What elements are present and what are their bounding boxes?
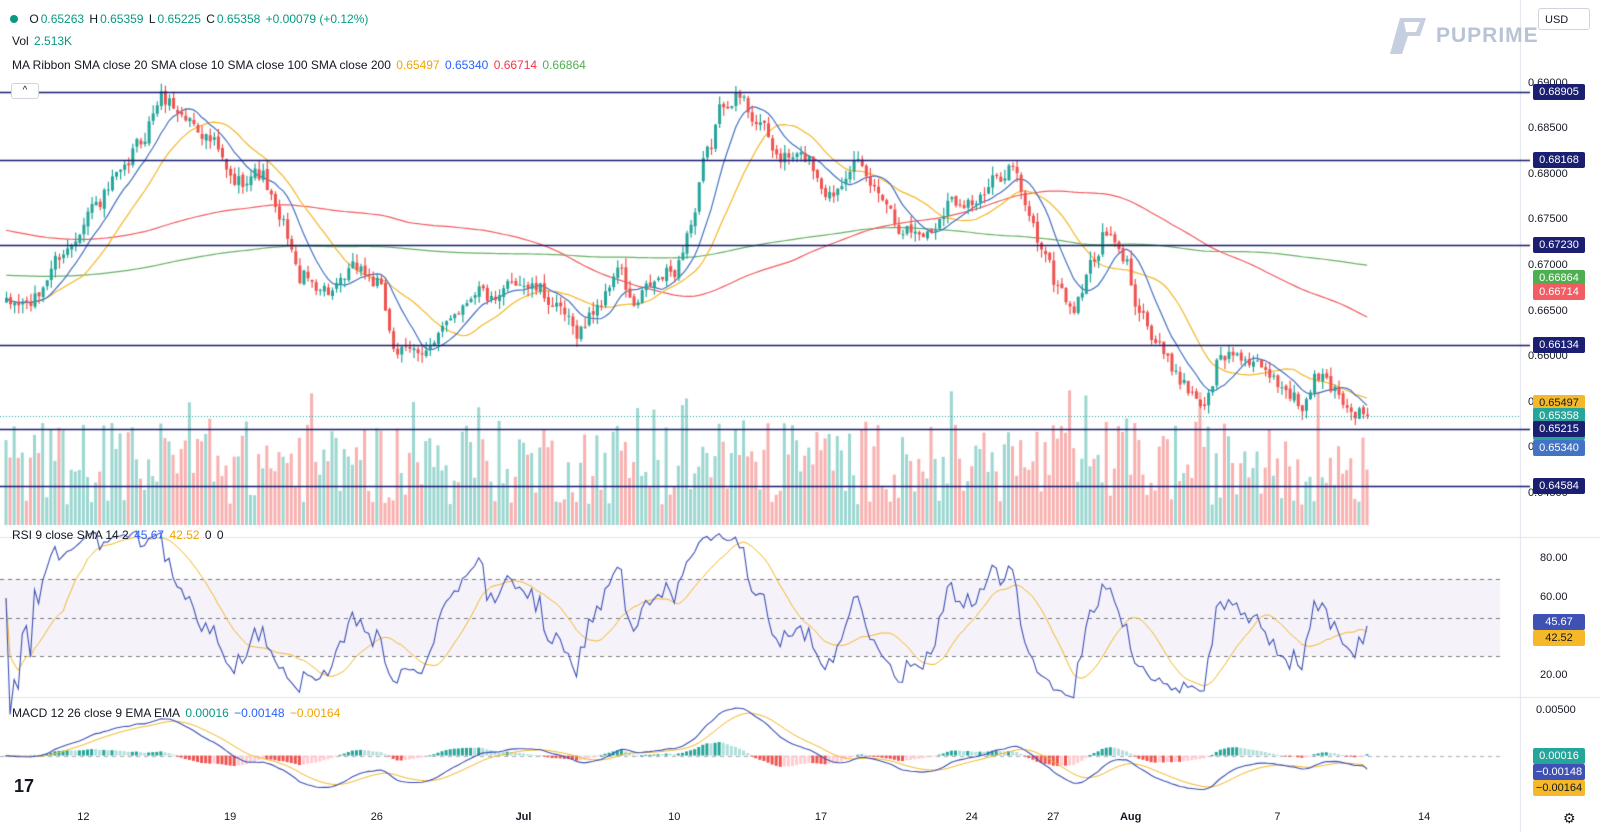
time-tick-label: Jul [515,811,532,823]
price-tick-label: 0.66000 [1528,350,1568,363]
macd-hist-price-label: 0.00016 [1533,747,1585,764]
rsi-title: RSI 9 close SMA 14 2 [12,528,129,542]
ma-ribbon-legend: MA Ribbon SMA close 20 SMA close 10 SMA … [12,58,588,72]
volume-value: 2.513K [34,34,73,48]
settings-gear-icon[interactable]: ⚙ [1563,810,1576,826]
time-tick-label: 7 [1274,811,1281,823]
low-label: L [148,12,156,26]
price-label-level: 0.68905 [1533,84,1585,101]
price-tick-label: 0.68500 [1528,122,1568,135]
price-label-sma10: 0.65340 [1533,439,1585,456]
rsi-tick-label: 60.00 [1540,591,1568,604]
price-label-last: 0.65358 [1533,407,1585,424]
collapse-legend-button[interactable]: ^ [11,83,39,99]
price-tick-label: 0.66500 [1528,304,1568,317]
rsi-tick-label: 20.00 [1540,668,1568,681]
volume-legend: Vol 2.513K [12,34,74,48]
price-label-sma200: 0.66864 [1533,270,1585,287]
time-tick-label: 19 [224,811,237,823]
price-tick-label: 0.67500 [1528,213,1568,226]
close-label: C [206,12,215,26]
macd-tick-label: 0.00500 [1536,704,1576,717]
change-value: +0.00079 (+0.12%) [265,12,369,26]
rsi-sma-value: 42.52 [169,528,200,542]
price-label-sma100: 0.66714 [1533,284,1585,301]
time-tick-label: 12 [77,811,90,823]
macd-line-value: −0.00148 [234,706,285,720]
close-value: 0.65358 [216,12,261,26]
brand-name: PUPRIME [1436,24,1539,47]
ma-ribbon-title: MA Ribbon SMA close 20 SMA close 10 SMA … [12,58,391,72]
rsi-sma-price-label: 42.52 [1533,629,1585,646]
price-label-sma20: 0.65497 [1533,395,1585,412]
time-tick-label: Aug [1119,811,1142,823]
sma100-value: 0.66714 [493,58,538,72]
sma20-value: 0.65497 [396,58,440,72]
price-label-level: 0.67230 [1533,237,1585,254]
currency-selector[interactable]: USD [1538,8,1590,30]
rsi-extra-2: 0 [216,528,224,542]
macd-legend: MACD 12 26 close 9 EMA EMA 0.00016 −0.00… [12,706,342,720]
low-value: 0.65225 [157,12,201,26]
high-value: 0.65359 [100,12,144,26]
rsi-extra-1: 0 [204,528,212,542]
rsi-value: 45.67 [134,528,165,542]
volume-label: Vol [12,34,29,48]
time-tick-label: 10 [668,811,681,823]
rsi-legend: RSI 9 close SMA 14 2 45.67 42.52 0 0 [12,528,226,542]
time-tick-label: 24 [965,811,978,823]
high-label: H [89,12,99,26]
sma10-value: 0.65340 [444,58,489,72]
macd-signal-value: −0.00164 [289,706,341,720]
open-value: 0.65263 [40,12,85,26]
price-tick-label: 0.67000 [1528,259,1568,272]
price-label-level: 0.68168 [1533,151,1585,168]
macd-signal-price-label: −0.00164 [1533,779,1585,796]
macd-line-price-label: −0.00148 [1533,763,1585,780]
price-label-level: 0.65215 [1533,420,1585,437]
price-tick-label: 0.68000 [1528,167,1568,180]
puprime-logo-icon [1390,18,1426,54]
price-label-level: 0.66134 [1533,336,1585,353]
rsi-tick-label: 80.00 [1540,552,1568,565]
time-tick-label: 14 [1417,811,1431,823]
open-label: O [29,12,39,26]
macd-hist-value: 0.00016 [185,706,229,720]
price-label-level: 0.64584 [1533,478,1585,495]
ohlc-legend: O 0.65263 H 0.65359 L 0.65225 C 0.65358 +0.0… [10,12,370,26]
time-tick-label: 27 [1047,811,1060,823]
sma200-value: 0.66864 [542,58,586,72]
rsi-price-label: 45.67 [1533,613,1585,630]
time-tick-label: 26 [370,811,383,823]
time-tick-label: 17 [814,811,828,823]
tradingview-logo-icon[interactable]: 17 [14,776,35,796]
macd-title: MACD 12 26 close 9 EMA EMA [12,706,181,720]
market-open-dot-icon [10,15,18,23]
